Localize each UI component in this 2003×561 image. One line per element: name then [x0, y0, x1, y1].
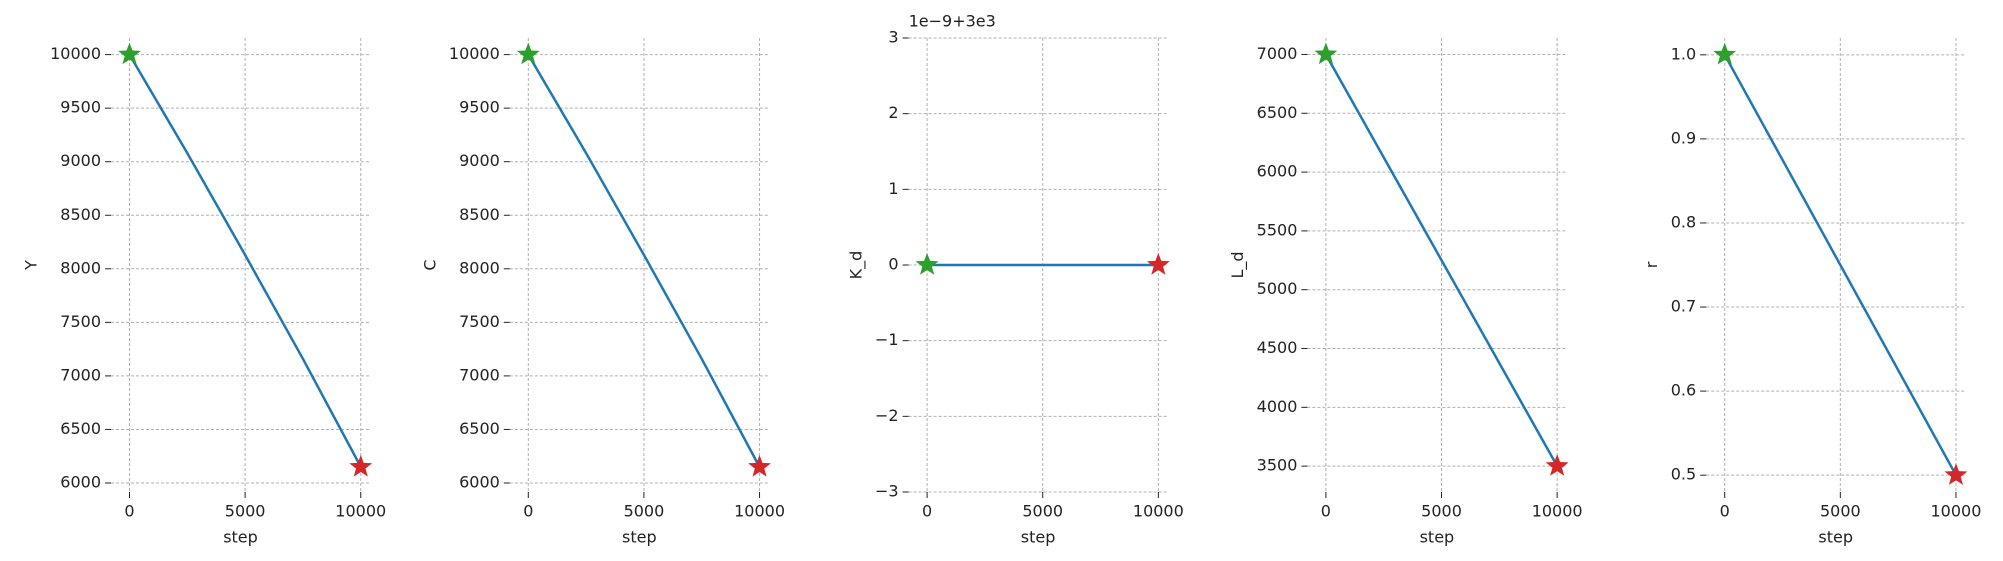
- x-tick-label: 10000: [734, 502, 785, 521]
- y-tick-label: 4000: [1257, 397, 1298, 416]
- y-tick-label: 2: [888, 103, 898, 122]
- y-tick-label: 8500: [459, 205, 500, 224]
- y-tick-label: −3: [875, 482, 899, 501]
- line: [527, 53, 761, 468]
- y-tick-label: 0.6: [1671, 381, 1696, 400]
- x-tick-label: 10000: [1133, 502, 1184, 521]
- y-tick-label: 7500: [60, 312, 101, 331]
- end-marker: [349, 454, 373, 477]
- x-tick-label: 0: [523, 502, 533, 521]
- y-tick-label: 5000: [1257, 279, 1298, 298]
- y-tick-label: 9500: [60, 98, 101, 117]
- y-tick-label: 7000: [60, 365, 101, 384]
- end-marker: [748, 454, 771, 477]
- y-tick-label: 1: [888, 179, 898, 198]
- y-tick-label: 0.5: [1671, 465, 1696, 484]
- y-tick-label: 6000: [60, 473, 101, 492]
- x-tick-label: 5000: [1022, 502, 1063, 521]
- start-marker: [915, 253, 939, 275]
- y-tick-label: 9500: [459, 98, 500, 117]
- x-tick-label: 0: [124, 502, 134, 521]
- y-tick-label: 10000: [449, 44, 500, 63]
- x-tick-label: 10000: [335, 502, 386, 521]
- y-tick-label: 8000: [459, 258, 500, 277]
- x-tick-label: 5000: [624, 502, 665, 521]
- line: [128, 53, 362, 468]
- y-tick-label: 6500: [1257, 103, 1298, 122]
- line: [1723, 54, 1958, 476]
- y-tick-label: 0.9: [1671, 128, 1696, 147]
- x-tick-label: 5000: [225, 502, 266, 521]
- y-tick-label: 10000: [50, 44, 101, 63]
- end-marker: [1545, 454, 1569, 476]
- y-tick-label: 7000: [459, 365, 500, 384]
- y-tick-label: 3500: [1257, 456, 1298, 475]
- y-tick-label: 0: [888, 255, 898, 274]
- line: [1324, 53, 1559, 467]
- x-tick-label: 5000: [1820, 502, 1861, 521]
- start-marker: [118, 42, 141, 65]
- offset-text: 1e−9+3e3: [909, 12, 996, 31]
- x-tick-label: 10000: [1930, 502, 1981, 521]
- y-tick-label: 6500: [459, 419, 500, 438]
- x-axis-label: step: [622, 528, 657, 547]
- start-marker: [1314, 42, 1338, 65]
- y-tick-label: 6500: [60, 419, 101, 438]
- x-tick-label: 5000: [1421, 502, 1462, 521]
- y-tick-label: 1.0: [1671, 44, 1696, 63]
- x-tick-label: 0: [1720, 502, 1730, 521]
- x-tick-label: 10000: [1532, 502, 1583, 521]
- x-axis-label: step: [1021, 528, 1056, 547]
- x-axis-label: step: [1818, 528, 1853, 547]
- y-tick-label: 8500: [60, 205, 101, 224]
- y-tick-label: 0.7: [1671, 297, 1696, 316]
- y-tick-label: 6000: [1257, 162, 1298, 181]
- y-tick-label: 7000: [1257, 44, 1298, 63]
- start-marker: [516, 42, 540, 65]
- y-tick-label: 7500: [459, 312, 500, 331]
- x-tick-label: 0: [922, 502, 932, 521]
- y-tick-label: −1: [875, 330, 899, 349]
- x-axis-label: step: [1420, 528, 1455, 547]
- y-tick-label: 0.8: [1671, 212, 1696, 231]
- y-tick-label: 9000: [60, 151, 101, 170]
- end-marker: [1944, 463, 1968, 485]
- y-axis-label: Y: [22, 260, 41, 271]
- y-tick-label: 8000: [60, 258, 101, 277]
- y-axis-label: C: [420, 259, 439, 270]
- y-axis-label: L_d: [1228, 251, 1248, 278]
- y-axis-label: K_d: [847, 251, 867, 280]
- y-tick-label: 9000: [459, 151, 500, 170]
- y-axis-label: r: [1642, 261, 1661, 268]
- y-tick-label: −2: [875, 406, 899, 425]
- y-tick-label: 6000: [459, 473, 500, 492]
- end-marker: [1146, 253, 1170, 275]
- y-tick-label: 4500: [1257, 338, 1298, 357]
- start-marker: [1713, 42, 1737, 65]
- y-tick-label: 5500: [1257, 220, 1298, 239]
- y-tick-label: 3: [888, 28, 898, 47]
- x-tick-label: 0: [1321, 502, 1331, 521]
- x-axis-label: step: [223, 528, 258, 547]
